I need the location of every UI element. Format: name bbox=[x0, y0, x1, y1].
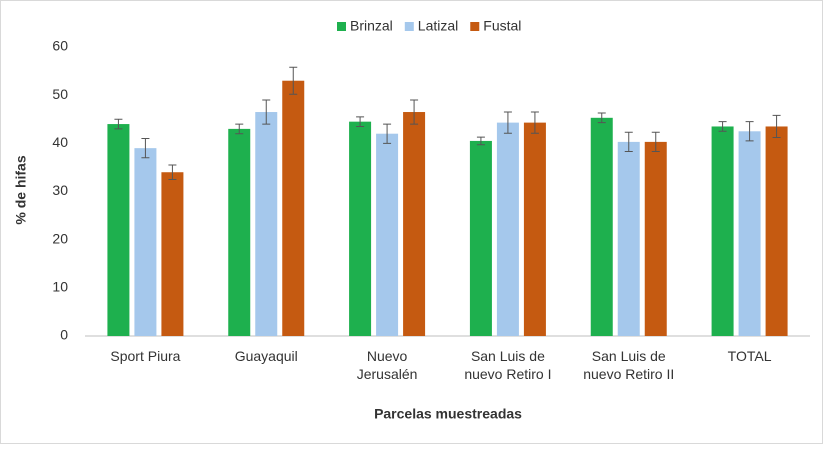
error-bar bbox=[772, 114, 781, 139]
bar bbox=[644, 141, 667, 336]
x-tick-label-line: Sport Piura bbox=[110, 348, 180, 364]
x-tick-label-line: San Luis de bbox=[592, 348, 666, 364]
error-bar bbox=[530, 111, 539, 134]
x-tick-label-line: Guayaquil bbox=[235, 348, 298, 364]
x-tick-label: Nuevo Jerusalén bbox=[357, 348, 418, 382]
bar bbox=[349, 121, 372, 337]
bar bbox=[107, 124, 130, 336]
error-bar bbox=[718, 121, 727, 132]
bar bbox=[523, 122, 546, 336]
x-tick-label-line: San Luis de bbox=[471, 348, 545, 364]
legend-label: Brinzal bbox=[350, 18, 393, 34]
bar bbox=[282, 80, 305, 336]
y-tick-label: 40 bbox=[52, 134, 68, 150]
y-tick-label: 20 bbox=[52, 230, 68, 246]
y-tick-label: 60 bbox=[52, 38, 68, 54]
bar bbox=[496, 122, 519, 336]
error-bar bbox=[262, 99, 271, 125]
x-tick-label-line: nuevo Retiro I bbox=[464, 366, 551, 382]
error-bar bbox=[168, 164, 177, 180]
bar bbox=[376, 133, 399, 336]
x-tick-label: Sport Piura bbox=[110, 348, 180, 364]
error-bar bbox=[141, 138, 150, 159]
x-tick-label-line: nuevo Retiro II bbox=[583, 366, 674, 382]
x-axis-label: Parcelas muestreadas bbox=[374, 406, 522, 422]
x-tick-label-line: Jerusalén bbox=[357, 366, 418, 382]
bar bbox=[228, 128, 251, 336]
bar bbox=[161, 172, 184, 336]
x-tick-label-line: Nuevo bbox=[367, 348, 408, 364]
error-bar bbox=[503, 111, 512, 134]
bar bbox=[590, 117, 613, 337]
legend-swatch bbox=[404, 22, 414, 31]
error-bar bbox=[410, 99, 419, 125]
error-bar bbox=[114, 118, 123, 130]
error-bar bbox=[356, 116, 365, 127]
y-axis-label: % de hifas bbox=[13, 155, 29, 224]
legend-swatch bbox=[470, 22, 480, 31]
error-bar bbox=[651, 131, 660, 153]
error-bar bbox=[745, 121, 754, 142]
error-bar bbox=[383, 123, 392, 144]
error-bar bbox=[289, 66, 298, 95]
x-tick-label: Guayaquil bbox=[235, 348, 298, 364]
error-bar bbox=[624, 131, 633, 153]
bar bbox=[403, 112, 426, 337]
bar bbox=[134, 148, 157, 336]
bar bbox=[738, 131, 761, 336]
legend-swatch bbox=[337, 22, 346, 31]
error-bar bbox=[476, 136, 485, 146]
y-tick-label: 50 bbox=[52, 86, 68, 102]
bar bbox=[711, 126, 734, 336]
y-tick-label: 0 bbox=[60, 327, 68, 343]
bar bbox=[469, 140, 492, 336]
y-tick-label: 10 bbox=[52, 279, 68, 295]
error-bar bbox=[235, 123, 244, 135]
legend-label: Fustal bbox=[483, 18, 521, 34]
x-tick-label: TOTAL bbox=[728, 348, 772, 364]
bar bbox=[765, 126, 788, 336]
bar bbox=[255, 112, 278, 337]
bar bbox=[617, 141, 640, 336]
y-tick-label: 30 bbox=[52, 182, 68, 198]
x-tick-label-line: TOTAL bbox=[728, 348, 772, 364]
x-tick-label: San Luis de nuevo Retiro I bbox=[464, 348, 551, 382]
x-tick-label: San Luis de nuevo Retiro II bbox=[583, 348, 674, 382]
legend-label: Latizal bbox=[418, 18, 458, 34]
error-bar bbox=[597, 112, 606, 124]
